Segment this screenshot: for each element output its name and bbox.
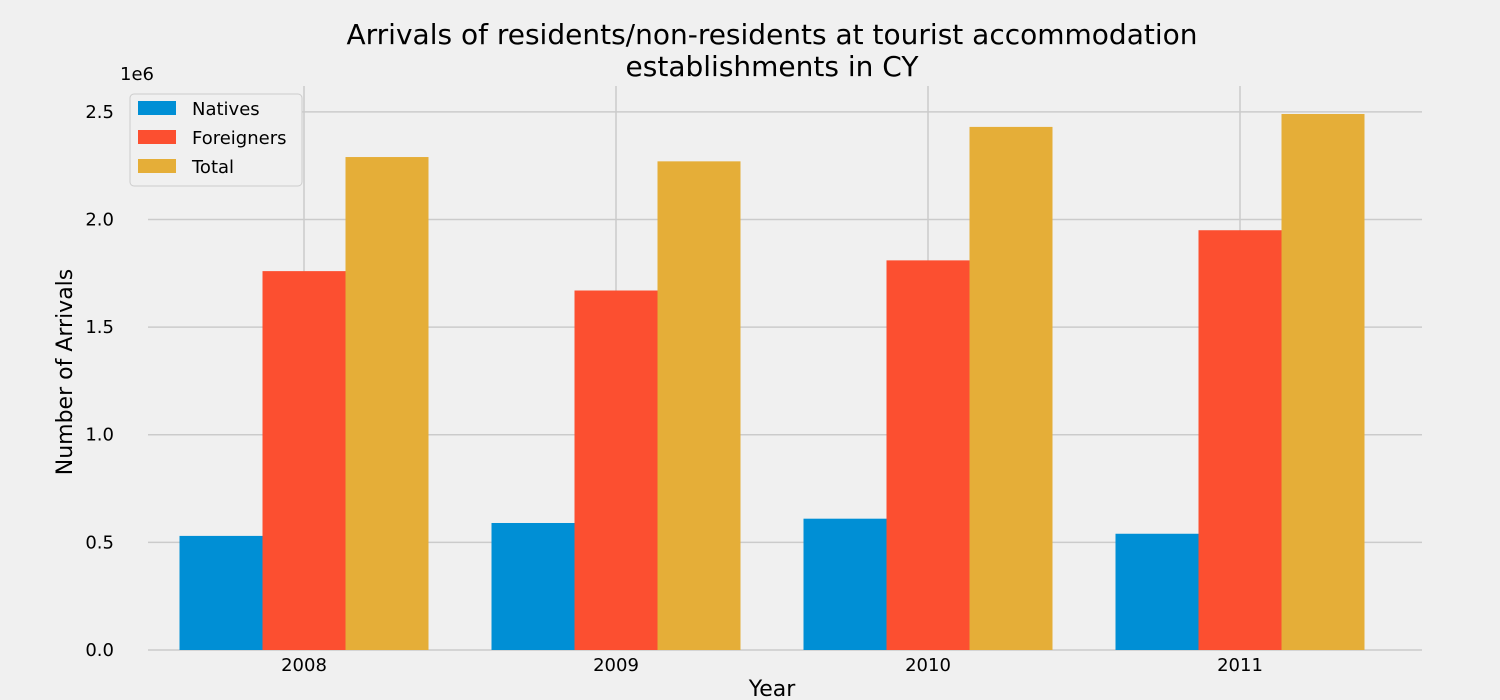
bar-natives-2009 — [491, 522, 575, 650]
legend: Natives Foreigners Total — [129, 93, 303, 187]
x-tick-label: 2008 — [281, 655, 327, 676]
y-multiplier-label: 1e6 — [120, 64, 154, 85]
legend-swatch — [138, 159, 176, 173]
bar-foreigners-2010 — [886, 260, 970, 650]
legend-swatch — [138, 101, 176, 115]
x-tick-label: 2010 — [905, 655, 951, 676]
legend-entry: Natives — [192, 99, 260, 120]
legend-swatch — [138, 130, 176, 144]
y-axis-label: Number of Arrivals — [53, 269, 78, 476]
x-tick-labels: 2008 2009 2010 2011 — [281, 655, 1263, 676]
chart-title-line-2: establishments in CY — [626, 50, 920, 83]
x-axis-label: Year — [748, 677, 797, 700]
y-tick-label: 1.0 — [85, 425, 114, 446]
bar-natives-2011 — [1115, 533, 1199, 650]
legend-entry: Total — [191, 157, 234, 178]
bar-natives-2008 — [179, 535, 263, 650]
x-tick-label: 2009 — [593, 655, 639, 676]
x-tick-label: 2011 — [1217, 655, 1263, 676]
y-tick-label: 2.0 — [85, 209, 114, 230]
y-tick-label: 1.5 — [85, 317, 114, 338]
bar-total-2009 — [657, 161, 741, 650]
bar-natives-2010 — [803, 518, 887, 650]
bar-foreigners-2008 — [262, 271, 346, 650]
bar-foreigners-2011 — [1198, 230, 1282, 650]
bars — [179, 113, 1365, 651]
bar-foreigners-2009 — [574, 290, 658, 650]
y-tick-label: 2.5 — [85, 102, 114, 123]
bar-total-2008 — [345, 157, 429, 651]
legend-entry: Foreigners — [192, 128, 287, 149]
bar-total-2010 — [969, 126, 1053, 651]
y-tick-label: 0.5 — [85, 532, 114, 553]
chart-title-line-1: Arrivals of residents/non-residents at t… — [347, 18, 1198, 51]
y-tick-label: 0.0 — [85, 640, 114, 661]
y-tick-labels: 0.0 0.5 1.0 1.5 2.0 2.5 — [85, 102, 114, 661]
bar-total-2011 — [1281, 113, 1365, 650]
